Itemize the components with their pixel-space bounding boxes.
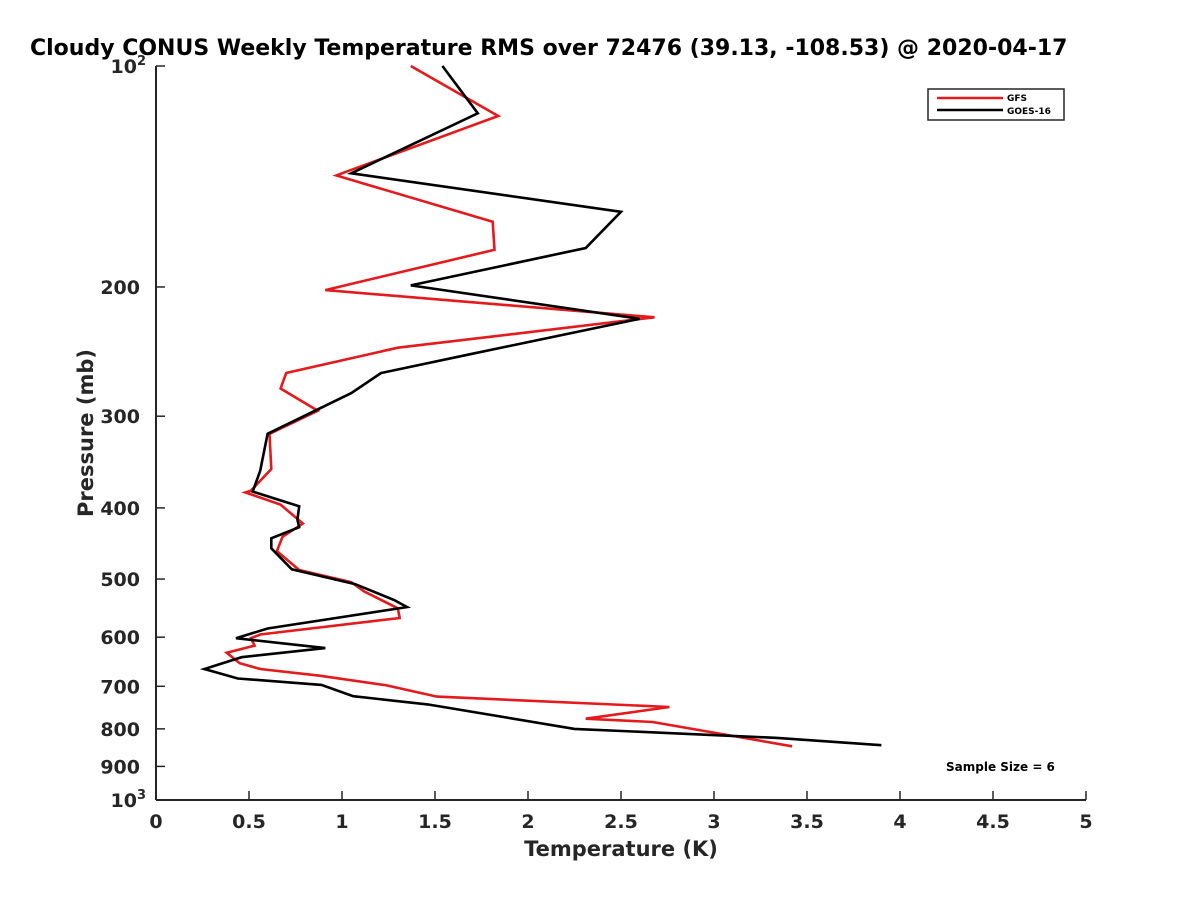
- sample-size-annotation: Sample Size = 6: [946, 760, 1055, 774]
- x-tick-label: 2: [521, 811, 534, 833]
- x-ticks: 0 0.5 1 1.5 2 2.5 3 3.5 4 4.5 5: [149, 791, 1093, 833]
- y-tick-label: 600: [100, 627, 140, 649]
- x-axis-title: Temperature (K): [524, 837, 718, 861]
- y-ticks: 102 200 300 400 500 600 700 800 900 103: [100, 54, 165, 812]
- x-tick-label: 0.5: [232, 811, 266, 833]
- x-tick-label: 4.5: [976, 811, 1010, 833]
- chart-title: Cloudy CONUS Weekly Temperature RMS over…: [30, 36, 1067, 61]
- x-tick-label: 3: [707, 811, 720, 833]
- legend-label-goes16: GOES-16: [1007, 107, 1051, 117]
- legend: GFS GOES-16: [927, 88, 1065, 121]
- series-line-gfs: [223, 64, 793, 748]
- x-tick-label: 2.5: [604, 811, 638, 833]
- y-axis-title: Pressure (mb): [74, 349, 98, 517]
- y-tick-label: 700: [100, 676, 140, 698]
- y-tick-label: 800: [100, 719, 140, 741]
- x-tick-label: 0: [149, 811, 162, 833]
- y-tick-label: 900: [100, 756, 140, 778]
- y-tick-label: 300: [100, 406, 140, 428]
- axes: [155, 66, 1086, 801]
- x-tick-label: 1: [335, 811, 348, 833]
- x-tick-label: 4: [893, 811, 906, 833]
- y-tick-label: 102: [111, 54, 147, 78]
- legend-label-gfs: GFS: [1007, 94, 1027, 104]
- y-tick-label: 400: [100, 498, 140, 520]
- series-line-goes16: [199, 65, 882, 747]
- legend-box: [927, 88, 1065, 121]
- y-tick-label: 200: [100, 277, 140, 299]
- y-tick-label: 103: [111, 788, 147, 812]
- x-tick-label: 5: [1079, 811, 1092, 833]
- y-tick-label: 500: [100, 569, 140, 591]
- x-tick-label: 3.5: [790, 811, 824, 833]
- x-tick-label: 1.5: [418, 811, 452, 833]
- plot-area: [199, 64, 882, 748]
